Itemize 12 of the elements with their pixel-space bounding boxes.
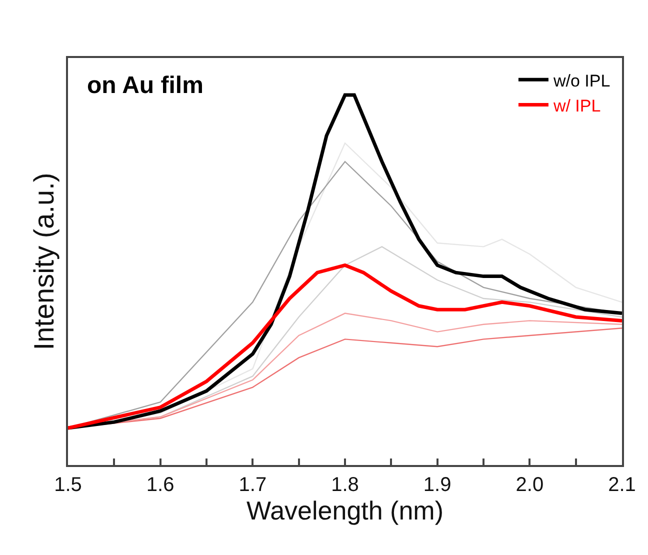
x-tick-label: 2.1 (608, 474, 636, 496)
x-axis-title: Wavelength (nm) (246, 496, 444, 526)
legend-label: w/ IPL (552, 96, 601, 116)
x-tick-label: 1.7 (238, 474, 267, 496)
chart-title: on Au film (87, 72, 204, 99)
x-tick-label: 2.0 (516, 474, 544, 496)
x-tick-label: 1.6 (146, 474, 174, 496)
y-axis-title: Intensity (a.u.) (28, 172, 60, 350)
legend-label: w/o IPL (552, 71, 610, 90)
x-tick-label: 1.8 (331, 474, 359, 496)
x-tick-label: 1.5 (54, 474, 82, 496)
x-tick-label: 1.9 (423, 474, 452, 496)
